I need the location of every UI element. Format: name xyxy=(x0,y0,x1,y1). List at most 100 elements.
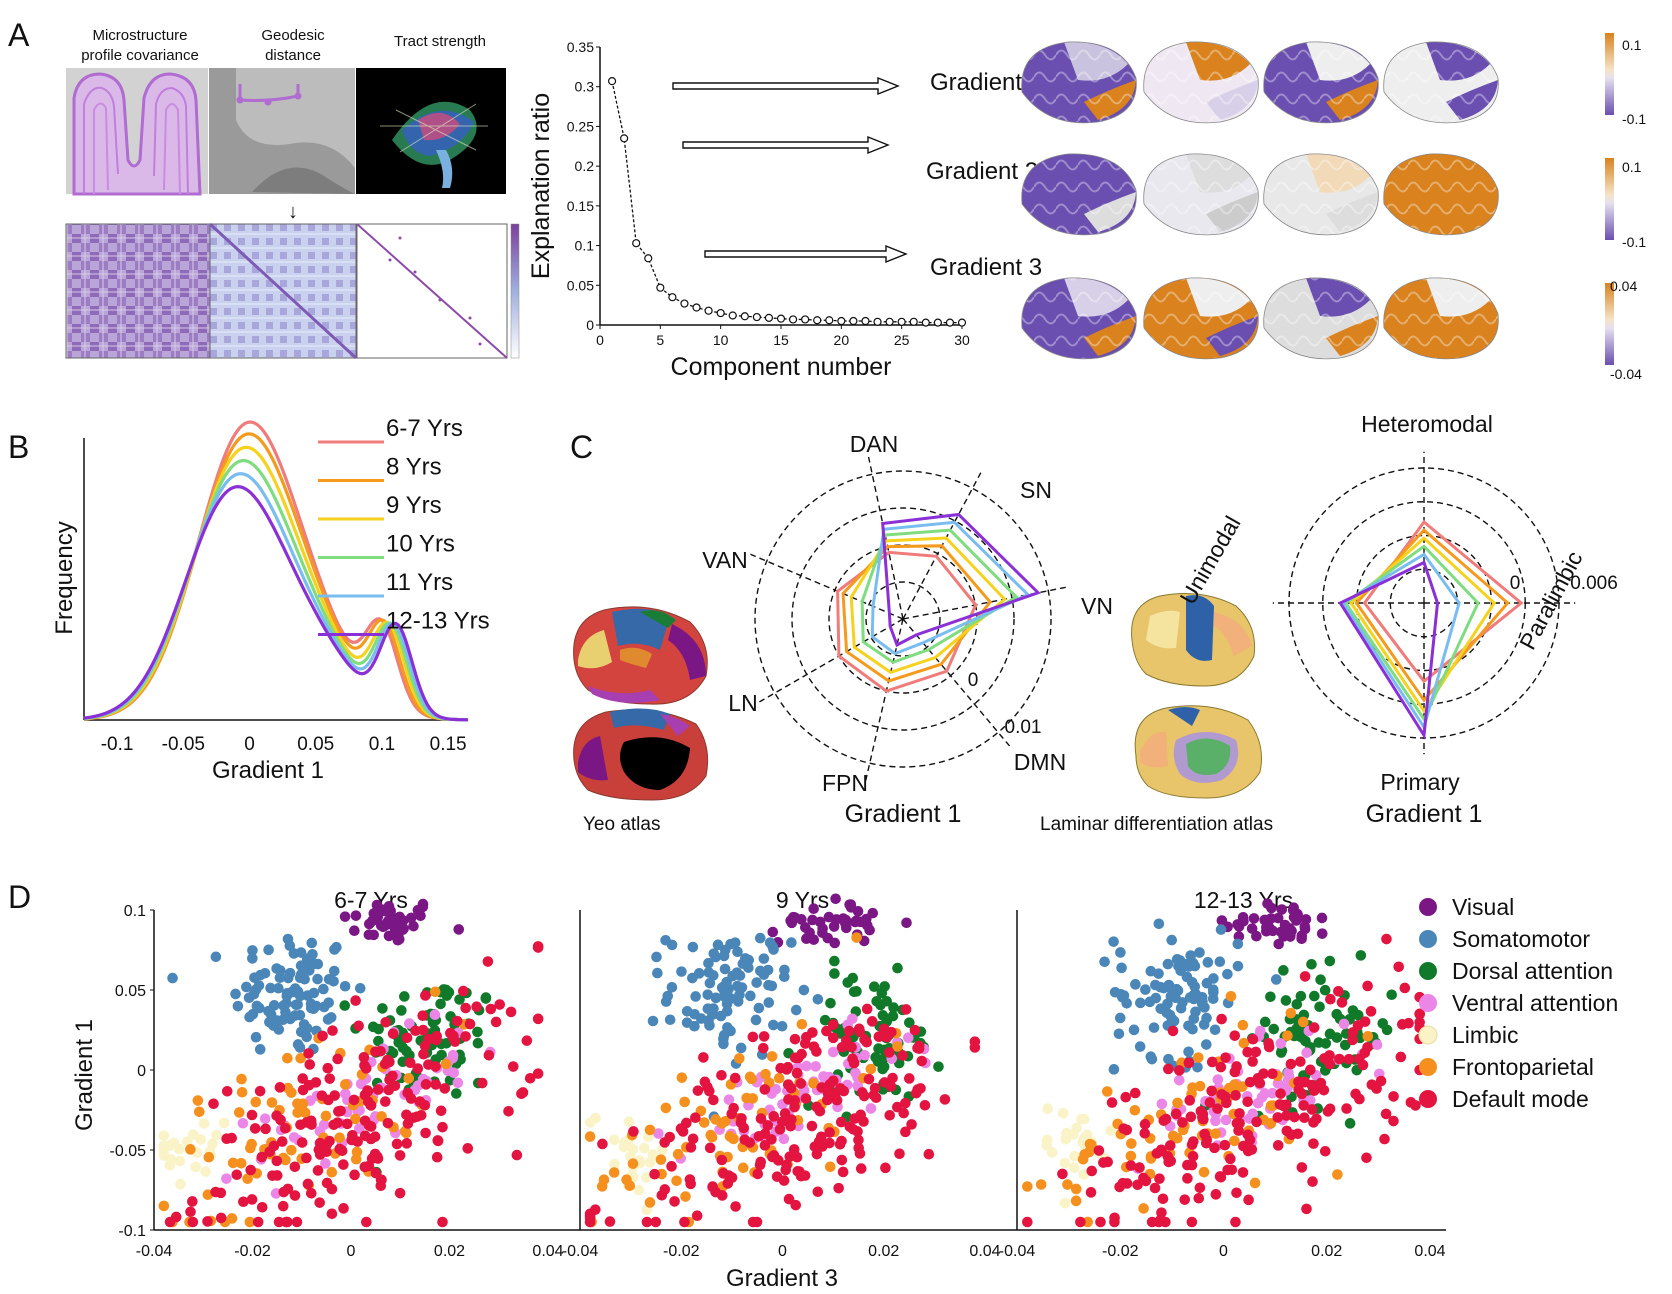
scatter-point-default-mode xyxy=(751,1216,763,1228)
scatter-point-default-mode xyxy=(679,1216,690,1228)
brain-map-r3-c3 xyxy=(1263,277,1379,360)
scatter-point-somatomotor xyxy=(273,982,284,994)
scatter-point-default-mode xyxy=(1187,1150,1199,1162)
scatter-point-default-mode xyxy=(1301,1203,1312,1215)
scatter-point-default-mode xyxy=(1157,1193,1169,1205)
scatter-point-default-mode xyxy=(317,1030,328,1042)
scatter-point-limbic xyxy=(188,1129,199,1141)
scatter-point-somatomotor xyxy=(1208,987,1219,998)
scree-point xyxy=(825,316,834,325)
laminar-atlas-brains xyxy=(1131,593,1262,799)
scatter-point-frontoparietal xyxy=(680,1191,691,1202)
scatter-point-default-mode xyxy=(685,1178,696,1190)
scatter-point-frontoparietal xyxy=(1249,1177,1261,1189)
brain-surface xyxy=(1143,153,1259,236)
scatter-point-ventral-attention xyxy=(1267,1087,1278,1099)
scatter-point-visual xyxy=(405,912,417,924)
scatter-point-somatomotor xyxy=(710,992,722,1004)
scatter-point-default-mode xyxy=(768,1111,780,1122)
scatter-point-default-mode xyxy=(532,942,544,953)
scatter-point-frontoparietal xyxy=(773,1072,785,1084)
scatter-point-default-mode xyxy=(431,1151,443,1163)
scatter-point-default-mode xyxy=(729,1072,741,1084)
scatter-point-default-mode xyxy=(604,1216,616,1227)
scatter-point-dorsal-attention xyxy=(1291,999,1303,1010)
scatter-point-default-mode xyxy=(757,1042,769,1054)
scatter-point-default-mode xyxy=(1263,1038,1274,1049)
panel-b: B -0.1 -0.05 0 0.05 0.1 0.15 Gradient 1 Frequen… xyxy=(8,415,490,784)
scatter-point-somatomotor xyxy=(708,948,720,959)
radar-series-5 xyxy=(870,520,1031,656)
scatter-point-ventral-attention xyxy=(723,1094,735,1106)
scatter-point-somatomotor xyxy=(707,1009,718,1021)
density-legend-label: 9 Yrs xyxy=(386,492,442,519)
scatter-point-default-mode xyxy=(1165,1155,1177,1167)
scatter-point-somatomotor xyxy=(1214,956,1226,968)
scatter-point-frontoparietal xyxy=(698,1117,710,1128)
scatter-point-default-mode xyxy=(394,1150,406,1161)
scree-point xyxy=(921,318,930,327)
scatter-point-somatomotor xyxy=(1135,997,1146,1009)
scatter-point-somatomotor xyxy=(718,1029,730,1041)
scatter-point-somatomotor xyxy=(732,946,743,958)
scatter-point-limbic xyxy=(173,1143,185,1155)
scatter-point-default-mode xyxy=(350,995,361,1006)
scree-point xyxy=(873,317,882,326)
radar-series-1 xyxy=(836,550,978,693)
radar-series-4 xyxy=(860,528,1019,664)
scatter-point-frontoparietal xyxy=(1237,1019,1249,1031)
scatter-point-default-mode xyxy=(821,1094,833,1106)
scatter-point-somatomotor xyxy=(1192,1061,1203,1073)
brain-surface xyxy=(1383,277,1499,360)
scatter-point-default-mode xyxy=(1242,1096,1253,1108)
scatter-point-default-mode xyxy=(909,1024,921,1036)
scatter-point-default-mode xyxy=(430,1079,442,1090)
scatter-point-frontoparietal xyxy=(185,1144,196,1155)
scatter-point-ventral-attention xyxy=(288,1132,300,1143)
similarity-matrices xyxy=(65,222,520,360)
scatter-point-frontoparietal xyxy=(865,1063,877,1075)
scatter-point-limbic xyxy=(175,1178,186,1190)
scatter-point-limbic xyxy=(639,1142,650,1154)
legend-label: Dorsal attention xyxy=(1452,958,1613,984)
geodesic-image xyxy=(209,68,355,194)
scatter-point-dorsal-attention xyxy=(1295,1031,1306,1043)
input-label-microstructure: Microstructure xyxy=(92,27,187,44)
scatter-point-default-mode xyxy=(900,1004,912,1015)
scatter-point-limbic xyxy=(609,1158,621,1170)
scatter-point-default-mode xyxy=(1216,1013,1227,1025)
scree-point xyxy=(849,316,858,326)
scatter-point-default-mode xyxy=(1102,1156,1113,1168)
scatter-point-ventral-attention xyxy=(429,1009,441,1021)
scatter-point-dorsal-attention xyxy=(1339,1039,1351,1051)
scatter-point-dorsal-attention xyxy=(871,995,882,1007)
scatter-x-tick-label: 0.04 xyxy=(1414,1243,1445,1260)
scree-y-tick-label: 0.35 xyxy=(567,39,594,55)
scatter-point-somatomotor xyxy=(323,997,335,1008)
scatter-point-default-mode xyxy=(328,1119,340,1131)
scatter-point-default-mode xyxy=(303,1048,314,1059)
legend-swatch xyxy=(1418,1025,1438,1045)
scatter-point-somatomotor xyxy=(263,1005,274,1017)
scatter-point-default-mode xyxy=(1341,1103,1352,1114)
scatter-point-frontoparietal xyxy=(737,1162,749,1174)
scatter-point-default-mode xyxy=(873,1031,885,1042)
scatter-point-visual xyxy=(1300,914,1312,925)
scatter-point-somatomotor xyxy=(740,953,751,964)
scatter-point-default-mode xyxy=(418,1048,429,1060)
scatter-point-default-mode xyxy=(1075,1216,1086,1228)
legend-label: Frontoparietal xyxy=(1452,1054,1594,1080)
scatter-point-dorsal-attention xyxy=(825,997,836,1009)
scatter-point-default-mode xyxy=(1285,1058,1297,1070)
scatter-x-tick-label: 0.02 xyxy=(1311,1243,1342,1260)
scatter-point-default-mode xyxy=(887,1072,898,1084)
scree-point xyxy=(728,311,737,320)
scree-point xyxy=(632,239,641,248)
scatter-point-default-mode xyxy=(870,1092,882,1104)
scatter-point-somatomotor xyxy=(660,996,672,1007)
scatter-point-ventral-attention xyxy=(259,1113,271,1124)
scatter-point-ventral-attention xyxy=(221,1173,232,1184)
radar-spoke xyxy=(867,456,904,620)
scatter-point-default-mode xyxy=(854,1026,866,1038)
scatter-point-default-mode xyxy=(437,1121,448,1133)
